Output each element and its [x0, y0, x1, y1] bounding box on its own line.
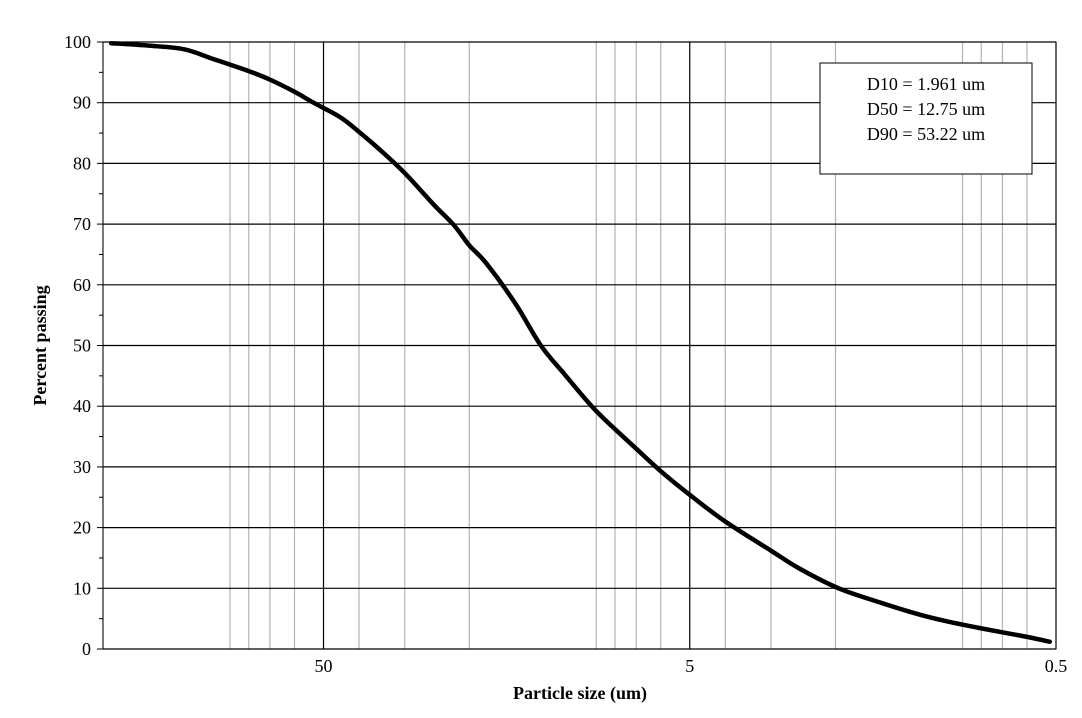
- x-tick-label: 50: [315, 656, 333, 676]
- y-tick-label: 40: [73, 396, 91, 416]
- y-tick-label: 60: [73, 275, 91, 295]
- series-line: [108, 40, 1053, 644]
- y-tick-label: 0: [82, 639, 91, 659]
- y-tick-label: 30: [73, 457, 91, 477]
- annotation-box: [819, 62, 1033, 175]
- y-axis-ticks: 0 10 20 30 40 50 60 70 80 90 100: [64, 32, 103, 659]
- y-tick-label: 20: [73, 518, 91, 538]
- y-tick-label: 80: [73, 153, 91, 173]
- y-tick-label: 50: [73, 336, 91, 356]
- x-axis-title: Particle size (um): [513, 683, 647, 704]
- annotation-line: D90 = 53.22 um: [867, 124, 985, 144]
- x-axis-ticks: 50 5 0.5: [315, 656, 1068, 676]
- annotation-line: D50 = 12.75 um: [867, 99, 985, 119]
- x-tick-label: 0.5: [1045, 656, 1068, 676]
- y-tick-label: 100: [64, 32, 91, 52]
- y-tick-label: 10: [73, 578, 91, 598]
- x-tick-label: 5: [685, 656, 694, 676]
- series-layer: [108, 40, 1053, 644]
- d-values-annotation: D10 = 1.961 um D50 = 12.75 um D90 = 53.22 …: [819, 62, 1033, 175]
- y-axis-title: Percent passing: [30, 285, 50, 405]
- annotation-line: D10 = 1.961 um: [867, 74, 985, 94]
- y-tick-label: 70: [73, 214, 91, 234]
- y-tick-label: 90: [73, 93, 91, 113]
